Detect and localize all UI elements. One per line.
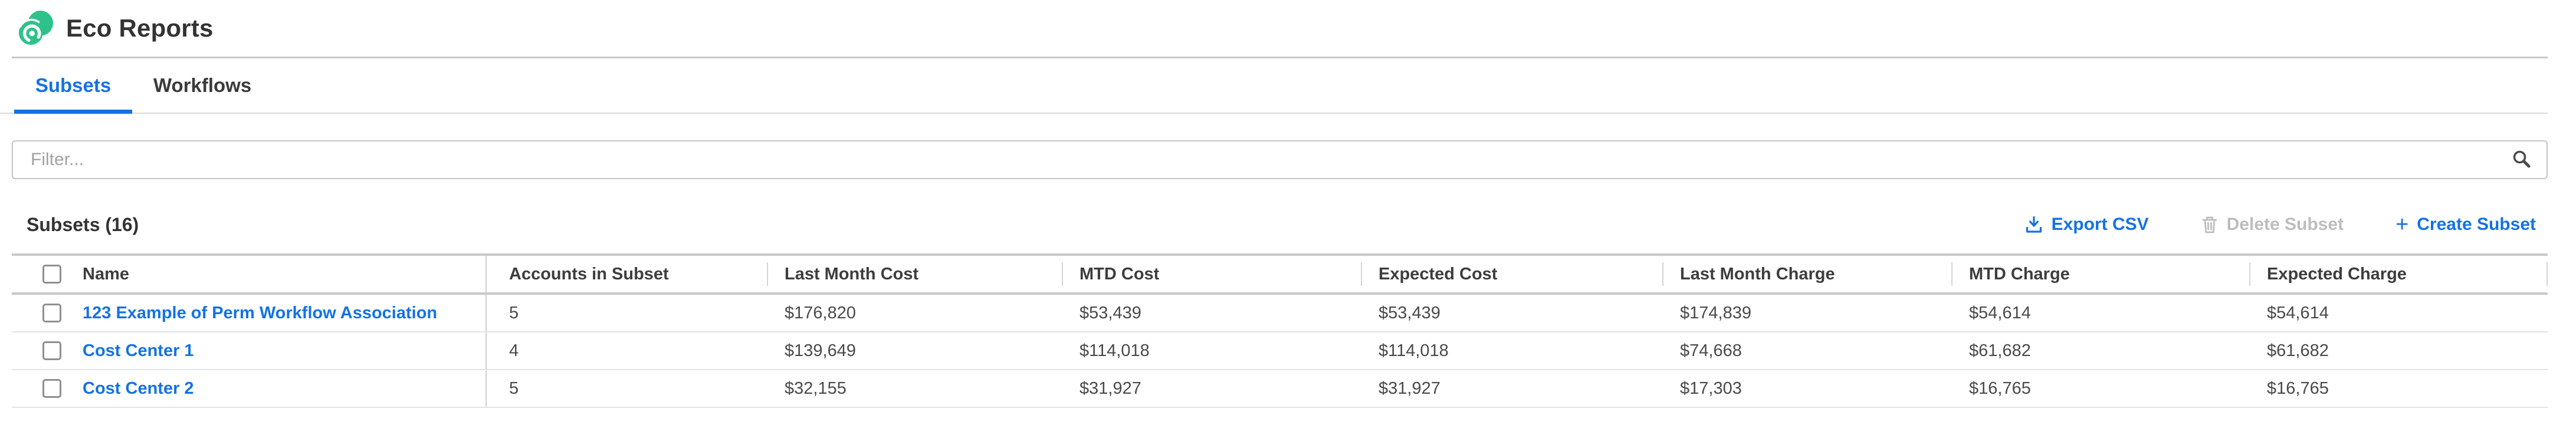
tab-workflows-label: Workflows (153, 74, 252, 96)
last-month-cost-cell: $32,155 (785, 378, 846, 398)
header-divider (12, 57, 2548, 58)
tab-workflows[interactable]: Workflows (132, 58, 273, 113)
tab-bar: Subsets Workflows (0, 58, 2548, 114)
accounts-cell: 4 (509, 341, 519, 360)
mtd-cost-cell: $53,439 (1079, 303, 1141, 322)
table-header-row: Name Accounts in Subset Last Month Cost … (12, 256, 2548, 295)
col-header-mtd-cost: MTD Cost (1062, 256, 1361, 292)
create-subset-button[interactable]: + Create Subset (2395, 212, 2536, 237)
filter-bar (12, 140, 2548, 179)
subset-name-cell: 123 Example of Perm Workflow Association (83, 295, 487, 331)
last-month-cost-cell: $176,820 (785, 303, 856, 322)
header-checkbox-cell (12, 256, 83, 292)
create-subset-label: Create Subset (2417, 215, 2536, 234)
col-header-last-month-charge: Last Month Charge (1662, 256, 1951, 292)
accounts-cell: 5 (509, 303, 519, 322)
expected-charge-cell: $16,765 (2267, 378, 2329, 398)
section-title: Subsets (16) (27, 213, 139, 235)
app-header: Eco Reports (0, 0, 2576, 57)
mtd-charge-cell: $16,765 (1969, 378, 2031, 398)
col-header-mtd-charge: MTD Charge (1951, 256, 2249, 292)
mtd-charge-cell: $61,682 (1969, 341, 2031, 360)
row-checkbox-cell (12, 370, 83, 407)
expected-cost-cell: $31,927 (1379, 378, 1440, 398)
accounts-cell: 5 (509, 378, 519, 398)
col-header-last-month-cost: Last Month Cost (767, 256, 1062, 292)
download-icon (2026, 216, 2042, 233)
subset-name-cell: Cost Center 2 (83, 370, 487, 407)
expected-charge-cell: $54,614 (2267, 303, 2329, 322)
filter-input[interactable] (12, 140, 2548, 179)
search-icon[interactable] (2511, 149, 2532, 170)
expected-cost-cell: $114,018 (1379, 341, 1449, 360)
subset-link[interactable]: Cost Center 1 (83, 341, 194, 360)
tab-subsets[interactable]: Subsets (14, 58, 132, 114)
row-checkbox-cell (12, 332, 83, 369)
page-title: Eco Reports (66, 14, 214, 42)
table-row: Cost Center 1 4 $139,649 $114,018 $114,0… (12, 332, 2548, 370)
tab-subsets-label: Subsets (35, 74, 111, 96)
subsets-table: Name Accounts in Subset Last Month Cost … (12, 253, 2548, 408)
table-row: 123 Example of Perm Workflow Association… (12, 295, 2548, 332)
table-row: Cost Center 2 5 $32,155 $31,927 $31,927 … (12, 370, 2548, 408)
row-checkbox-cell (12, 295, 83, 331)
last-month-charge-cell: $17,303 (1680, 378, 1742, 398)
last-month-cost-cell: $139,649 (785, 341, 856, 360)
mtd-cost-cell: $31,927 (1079, 378, 1141, 398)
eco-logo-icon (18, 10, 54, 45)
delete-subset-label: Delete Subset (2226, 215, 2344, 234)
select-all-checkbox[interactable] (42, 265, 61, 284)
toolbar-actions: Export CSV Delete Subset + Create Subset (2024, 212, 2536, 237)
subset-link[interactable]: 123 Example of Perm Workflow Association (83, 303, 438, 322)
export-csv-label: Export CSV (2051, 215, 2149, 234)
col-header-expected-cost: Expected Cost (1361, 256, 1662, 292)
trash-icon (2202, 216, 2217, 233)
last-month-charge-cell: $74,668 (1680, 341, 1742, 360)
mtd-charge-cell: $54,614 (1969, 303, 2031, 322)
row-checkbox[interactable] (42, 341, 61, 360)
section-toolbar: Subsets (16) Export CSV Delete Subset + … (12, 211, 2548, 238)
plus-icon: + (2395, 212, 2409, 237)
col-header-name: Name (83, 256, 487, 292)
last-month-charge-cell: $174,839 (1680, 303, 1751, 322)
subset-name-cell: Cost Center 1 (83, 332, 487, 369)
col-header-accounts: Accounts in Subset (509, 264, 669, 284)
export-csv-button[interactable]: Export CSV (2024, 215, 2149, 235)
mtd-cost-cell: $114,018 (1079, 341, 1150, 360)
expected-charge-cell: $61,682 (2267, 341, 2329, 360)
delete-subset-button[interactable]: Delete Subset (2201, 215, 2344, 235)
subset-link[interactable]: Cost Center 2 (83, 378, 194, 398)
row-checkbox[interactable] (42, 304, 61, 322)
row-checkbox[interactable] (42, 379, 61, 398)
col-header-expected-charge: Expected Charge (2249, 256, 2548, 292)
expected-cost-cell: $53,439 (1379, 303, 1440, 322)
